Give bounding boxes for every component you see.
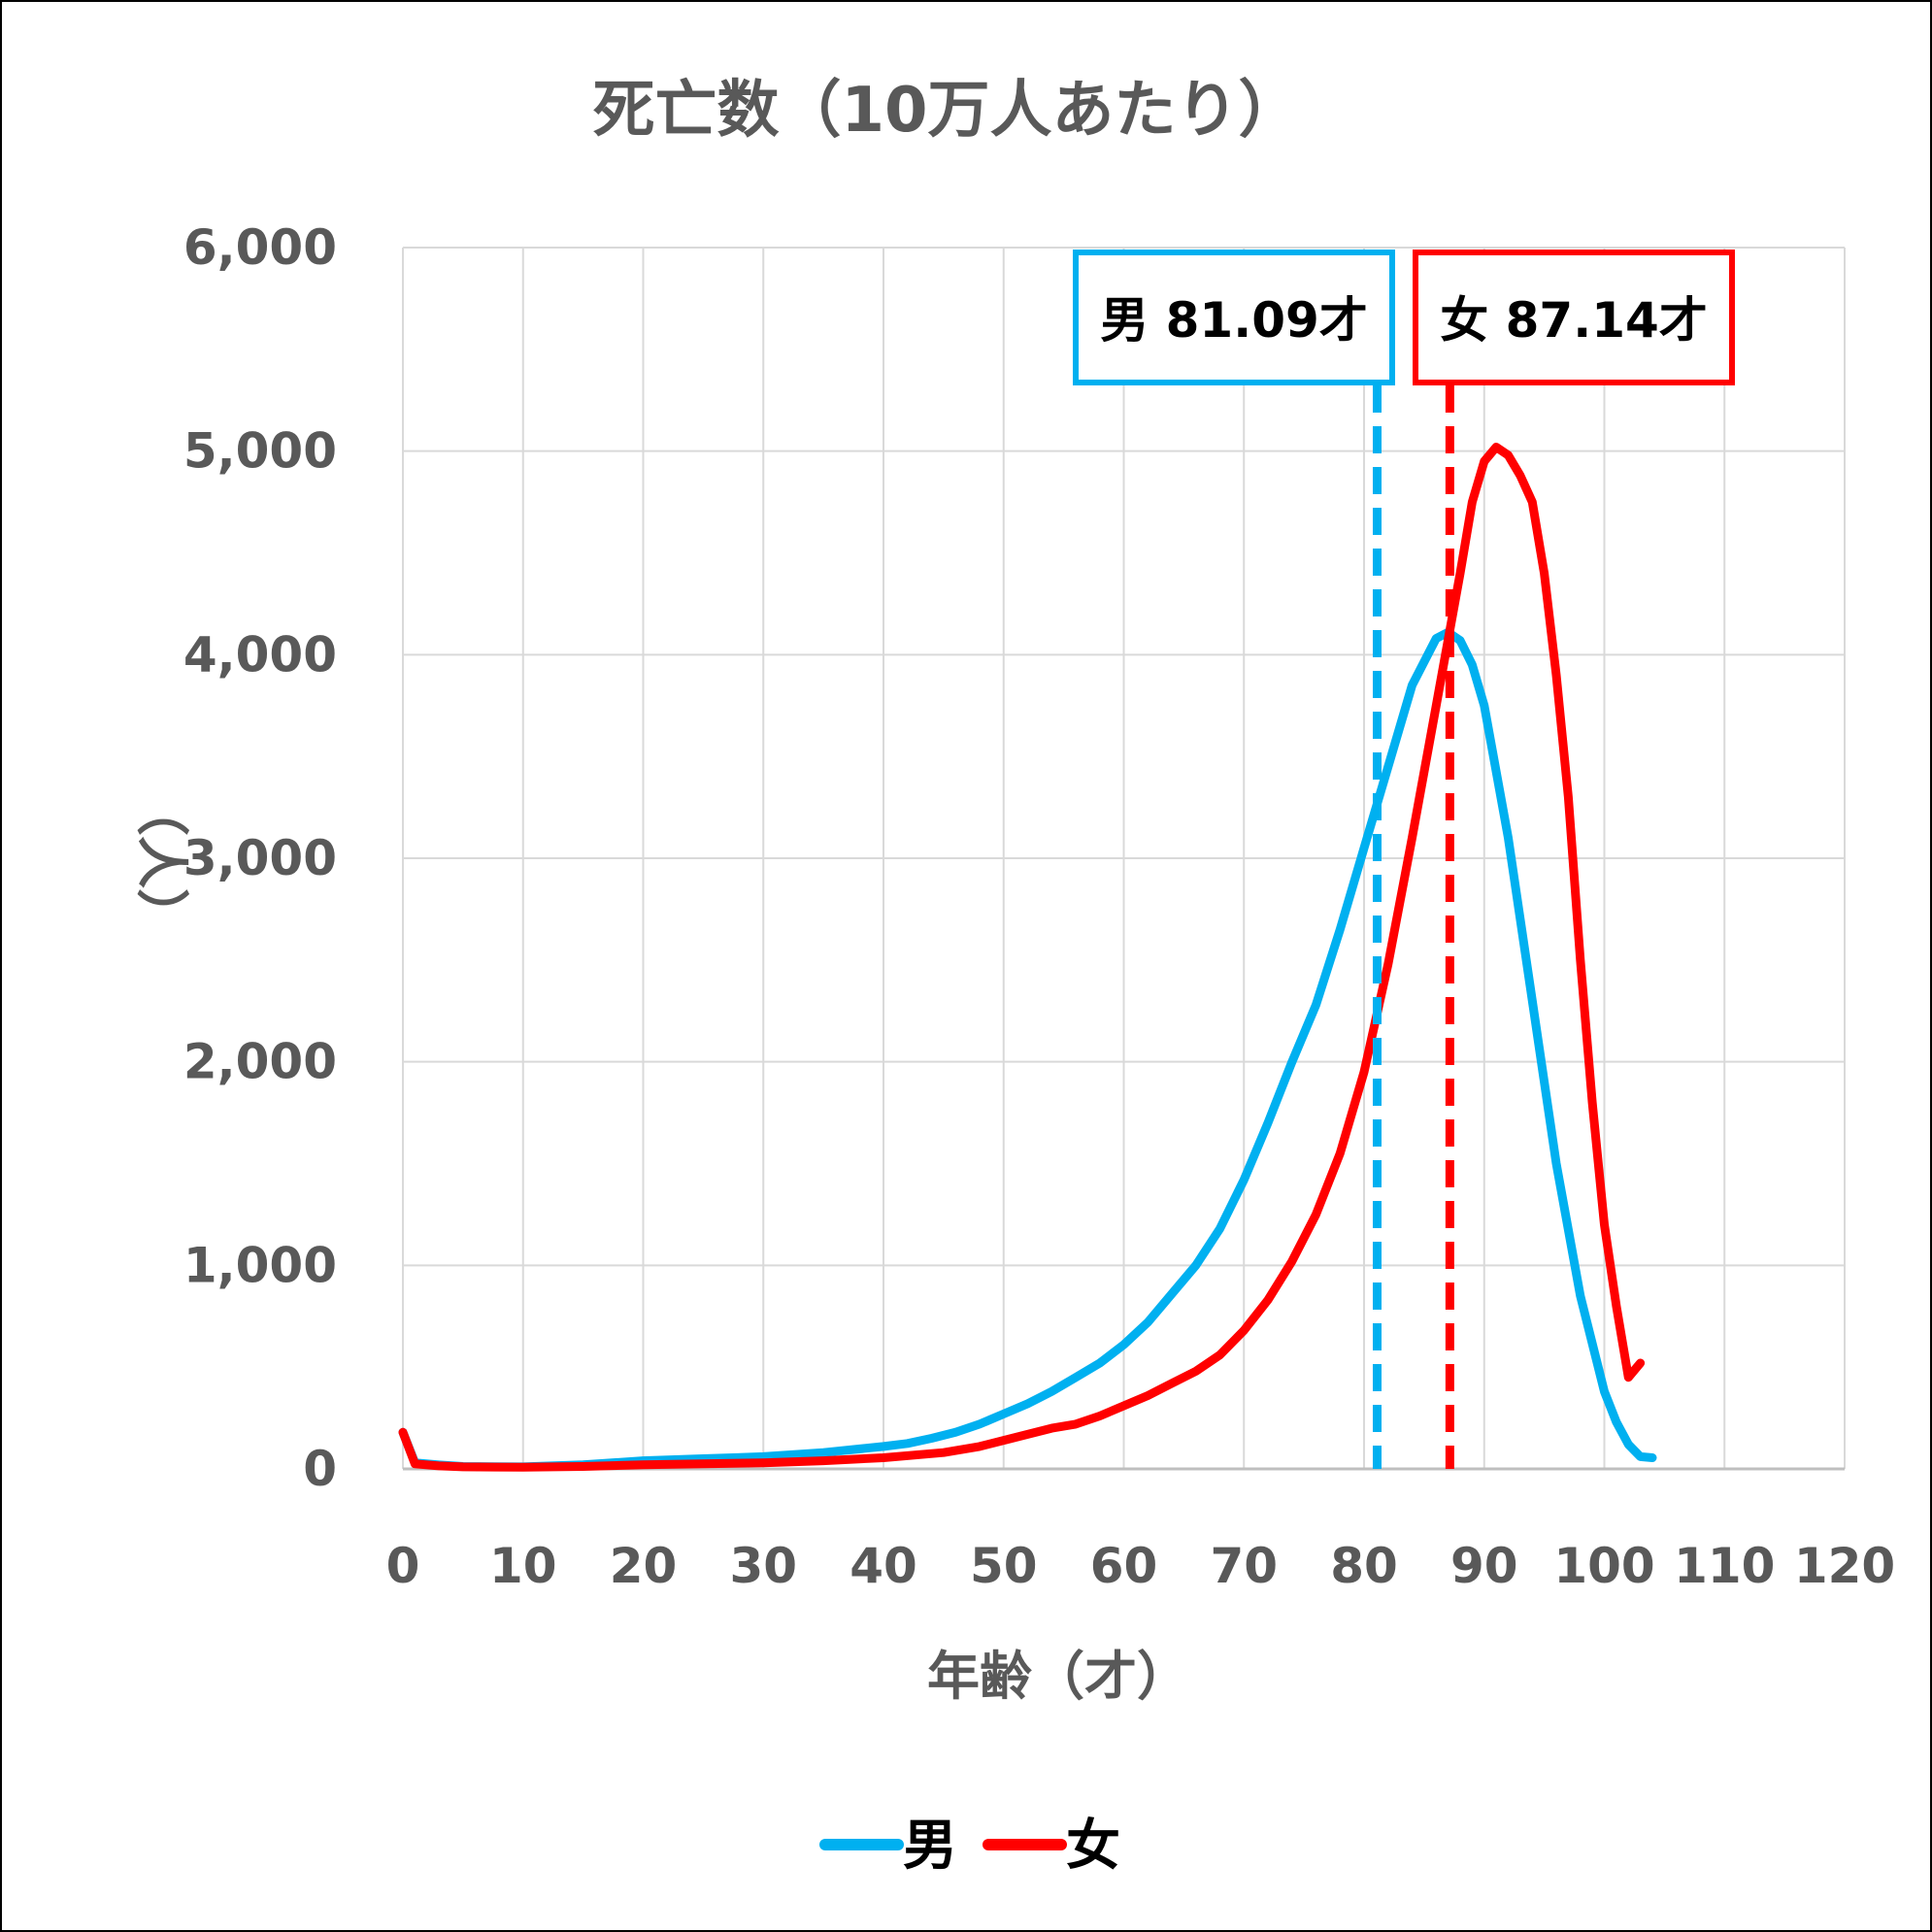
x-axis-ticks: 0 10 20 30 40 50 60 70 80 90 100 110 120 xyxy=(386,1538,1896,1594)
x-tick-label: 20 xyxy=(610,1538,678,1594)
y-axis-ticks: 0 1,000 2,000 3,000 4,000 5,000 6,000 xyxy=(183,219,337,1497)
series-line-female xyxy=(398,443,1646,1472)
ref-label-female: 女 87.14才 xyxy=(1440,292,1708,349)
ref-box-male-frame xyxy=(1073,250,1395,385)
grid xyxy=(402,247,1846,1470)
ref-box-male: 男 81.09才 xyxy=(1073,250,1395,385)
y-tick-label: 3,000 xyxy=(183,830,337,886)
y-tick-label: 0 xyxy=(303,1441,337,1497)
x-tick-label: 60 xyxy=(1090,1538,1158,1594)
x-tick-label: 30 xyxy=(729,1538,797,1594)
series-lines xyxy=(398,443,1657,1472)
y-axis-label: （人） xyxy=(131,783,192,941)
ref-label-male: 男 81.09才 xyxy=(1100,292,1368,349)
x-tick-label: 70 xyxy=(1210,1538,1278,1594)
legend-label-male: 男 xyxy=(903,1815,957,1878)
chart-title: 死亡数（10万人あたり） xyxy=(592,75,1300,147)
x-tick-label: 0 xyxy=(386,1538,420,1594)
x-tick-label: 10 xyxy=(489,1538,557,1594)
y-tick-label: 2,000 xyxy=(183,1034,337,1090)
x-tick-label: 80 xyxy=(1330,1538,1398,1594)
y-tick-label: 5,000 xyxy=(183,423,337,480)
series-line-male xyxy=(398,627,1657,1472)
x-tick-label: 120 xyxy=(1794,1538,1895,1594)
reference-lines xyxy=(1372,385,1454,1469)
y-tick-label: 1,000 xyxy=(183,1237,337,1293)
y-tick-label: 4,000 xyxy=(183,626,337,683)
legend-label-female: 女 xyxy=(1066,1815,1120,1878)
x-tick-label: 100 xyxy=(1553,1538,1654,1594)
x-tick-label: 90 xyxy=(1450,1538,1518,1594)
ref-box-female-frame xyxy=(1413,250,1735,385)
x-tick-label: 110 xyxy=(1674,1538,1775,1594)
legend: 男 女 xyxy=(819,1815,1120,1878)
x-tick-label: 40 xyxy=(849,1538,917,1594)
ref-box-female: 女 87.14才 xyxy=(1413,250,1735,385)
x-axis-label: 年齢（才） xyxy=(927,1646,1189,1707)
x-tick-label: 50 xyxy=(970,1538,1038,1594)
y-tick-label: 6,000 xyxy=(183,219,337,276)
